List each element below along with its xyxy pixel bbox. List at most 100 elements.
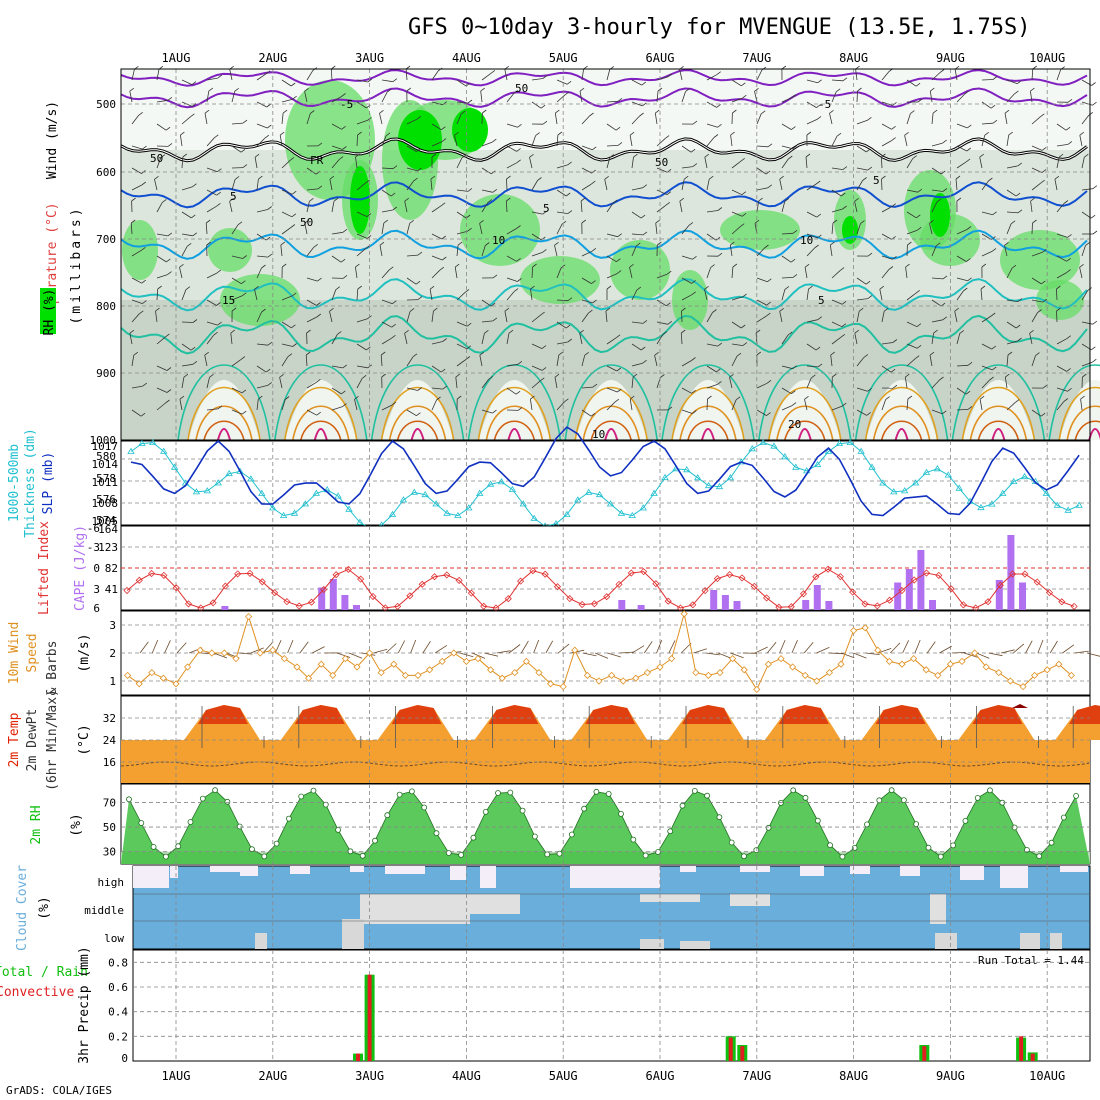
- lifted-index-marker: [640, 568, 648, 576]
- wind-barb-flag: [1058, 153, 1064, 158]
- wind-barb: [156, 69, 160, 81]
- wind-barb-flag: [879, 285, 885, 290]
- thickness-marker: [1075, 501, 1083, 508]
- wind10m-marker: [958, 657, 966, 665]
- temperature-arch: [564, 364, 658, 441]
- wind-barb: [156, 387, 168, 393]
- wind-barb: [1006, 93, 1015, 103]
- wind-barb-flag: [292, 343, 297, 347]
- thickness-marker: [606, 500, 615, 507]
- wind-barb-flag: [791, 94, 797, 98]
- rh-marker: [445, 850, 452, 856]
- wind-barb: [629, 267, 633, 279]
- lifted-index-marker: [836, 573, 844, 581]
- wind-label: Wind (m/s): [45, 101, 60, 179]
- wind-barb: [156, 123, 167, 131]
- wind-barb: [706, 210, 718, 213]
- wind-barb-flag: [517, 123, 522, 128]
- wind-barb: [904, 135, 908, 147]
- wind-barb-flag: [404, 197, 409, 202]
- wind10m-barb: [570, 649, 585, 654]
- wind-barb: [756, 277, 768, 283]
- rh-shading: [121, 80, 1100, 440]
- wind-barb-flag: [885, 396, 890, 400]
- wind-barb: [580, 200, 583, 213]
- wind-barb-flag: [1041, 147, 1047, 151]
- wind-barb-flag: [229, 197, 234, 202]
- wind-barb-flag: [629, 131, 635, 136]
- wind-barb: [656, 76, 668, 81]
- wind-barb-flag: [433, 307, 438, 312]
- temp2m-gridlines: [121, 696, 1090, 783]
- wind10m-marker: [172, 680, 180, 688]
- rh-marker: [913, 821, 920, 827]
- wind-barb: [831, 299, 843, 305]
- wind-barb-flag: [640, 214, 646, 219]
- wind-barb-flag: [742, 293, 747, 298]
- wind-barb: [254, 289, 258, 301]
- tick-label: 0.4: [108, 1006, 128, 1019]
- wind-barb: [306, 201, 310, 213]
- wind-barb: [1031, 251, 1043, 257]
- wind-barb-flag: [217, 74, 223, 79]
- wind-barb-flag: [292, 95, 297, 100]
- date-label-bottom: 9AUG: [936, 1069, 965, 1083]
- wind-barb-flag: [910, 110, 915, 114]
- wind-barb: [681, 409, 693, 414]
- wind-barb-flag: [717, 207, 723, 211]
- wind-barb: [956, 93, 965, 103]
- wind-barb-flag: [730, 241, 735, 246]
- wind-barb-flag: [529, 153, 534, 158]
- wind-barb: [906, 211, 917, 219]
- thickness-marker: [911, 479, 920, 486]
- wind-barb-flag: [291, 190, 297, 195]
- wind-barb: [1031, 277, 1042, 285]
- wind-barb-flag: [981, 263, 987, 268]
- wind-barb-flag: [792, 365, 797, 370]
- wind-barb: [906, 358, 916, 367]
- rh-marker: [704, 792, 710, 799]
- wind-barb: [656, 90, 659, 103]
- wind-barb: [331, 159, 340, 169]
- wind-barb-flag: [530, 395, 535, 400]
- wind-barb-flag: [667, 406, 673, 411]
- wind10m-barb: [643, 641, 653, 654]
- wind-barb-flag: [254, 285, 259, 290]
- rh-marker: [778, 800, 784, 806]
- lifted-index-marker: [369, 592, 377, 601]
- wind10m-barb: [1049, 640, 1058, 654]
- wind-barb: [456, 113, 462, 125]
- wind-barb: [606, 337, 617, 345]
- precip-label-1: Total / Rain: [0, 965, 88, 980]
- wind-barb: [931, 379, 940, 389]
- wind-barb: [456, 230, 468, 235]
- thickness-marker: [748, 445, 756, 452]
- wind-barb: [456, 157, 463, 169]
- cape-bar: [995, 580, 1003, 610]
- wind-barb-flag: [766, 379, 772, 384]
- wind-barb-flag: [204, 351, 209, 356]
- wind-barb: [929, 223, 933, 235]
- wind-barb: [606, 387, 618, 393]
- wind-barb: [781, 277, 794, 279]
- wind-barb-flag: [390, 192, 396, 197]
- wind-barb: [929, 355, 933, 367]
- warm-core: [604, 428, 619, 441]
- wind-barb: [606, 202, 614, 213]
- wind10m-marker: [390, 660, 398, 668]
- wind-barb: [356, 182, 366, 191]
- wind-barb: [981, 79, 994, 81]
- wind10m-marker: [535, 669, 543, 677]
- wind-barb: [1006, 223, 1012, 235]
- wind-barb-flag: [685, 88, 690, 92]
- wind-barb-flag: [492, 138, 497, 143]
- wind-barb-flag: [305, 351, 311, 356]
- high-cloud: [450, 866, 466, 880]
- wind-barb-flag: [542, 75, 548, 79]
- wind-barb: [456, 321, 468, 327]
- wind-barb-flag: [516, 159, 521, 164]
- wind-barb-flag: [892, 339, 898, 343]
- wind-barb: [181, 321, 194, 323]
- rh-marker: [1036, 853, 1043, 860]
- wind-barb-flag: [666, 191, 672, 196]
